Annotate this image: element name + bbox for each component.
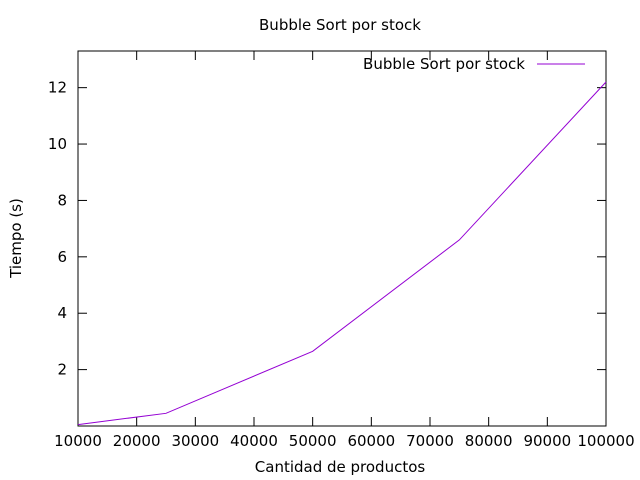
x-tick-label: 60000 [347, 432, 395, 450]
y-tick-label: 10 [48, 135, 67, 153]
x-axis-ticks: 10000 20000 30000 40000 50000 60000 70000 80000… [54, 51, 635, 450]
y-tick-label: 4 [57, 304, 67, 322]
x-tick-label: 10000 [54, 432, 102, 450]
x-tick-label: 20000 [113, 432, 161, 450]
chart-title: Bubble Sort por stock [259, 16, 421, 34]
legend-label: Bubble Sort por stock [363, 55, 525, 73]
x-tick-label: 100000 [577, 432, 634, 450]
x-tick-label: 40000 [230, 432, 278, 450]
x-tick-label: 80000 [465, 432, 513, 450]
series-line [77, 81, 607, 426]
x-tick-label: 50000 [289, 432, 337, 450]
x-tick-label: 90000 [523, 432, 571, 450]
y-tick-label: 2 [57, 361, 67, 379]
x-axis-label: Cantidad de productos [255, 458, 426, 476]
y-tick-label: 8 [57, 191, 67, 209]
x-tick-label: 70000 [406, 432, 454, 450]
y-tick-label: 12 [48, 79, 67, 97]
x-tick-label: 30000 [171, 432, 219, 450]
y-tick-label: 6 [57, 248, 67, 266]
y-axis-ticks: 2 4 6 8 10 12 [48, 79, 606, 379]
plot-frame [77, 50, 607, 427]
legend: Bubble Sort por stock [363, 55, 585, 73]
series-layer [77, 81, 607, 426]
y-axis-label: Tiempo (s) [7, 198, 25, 279]
